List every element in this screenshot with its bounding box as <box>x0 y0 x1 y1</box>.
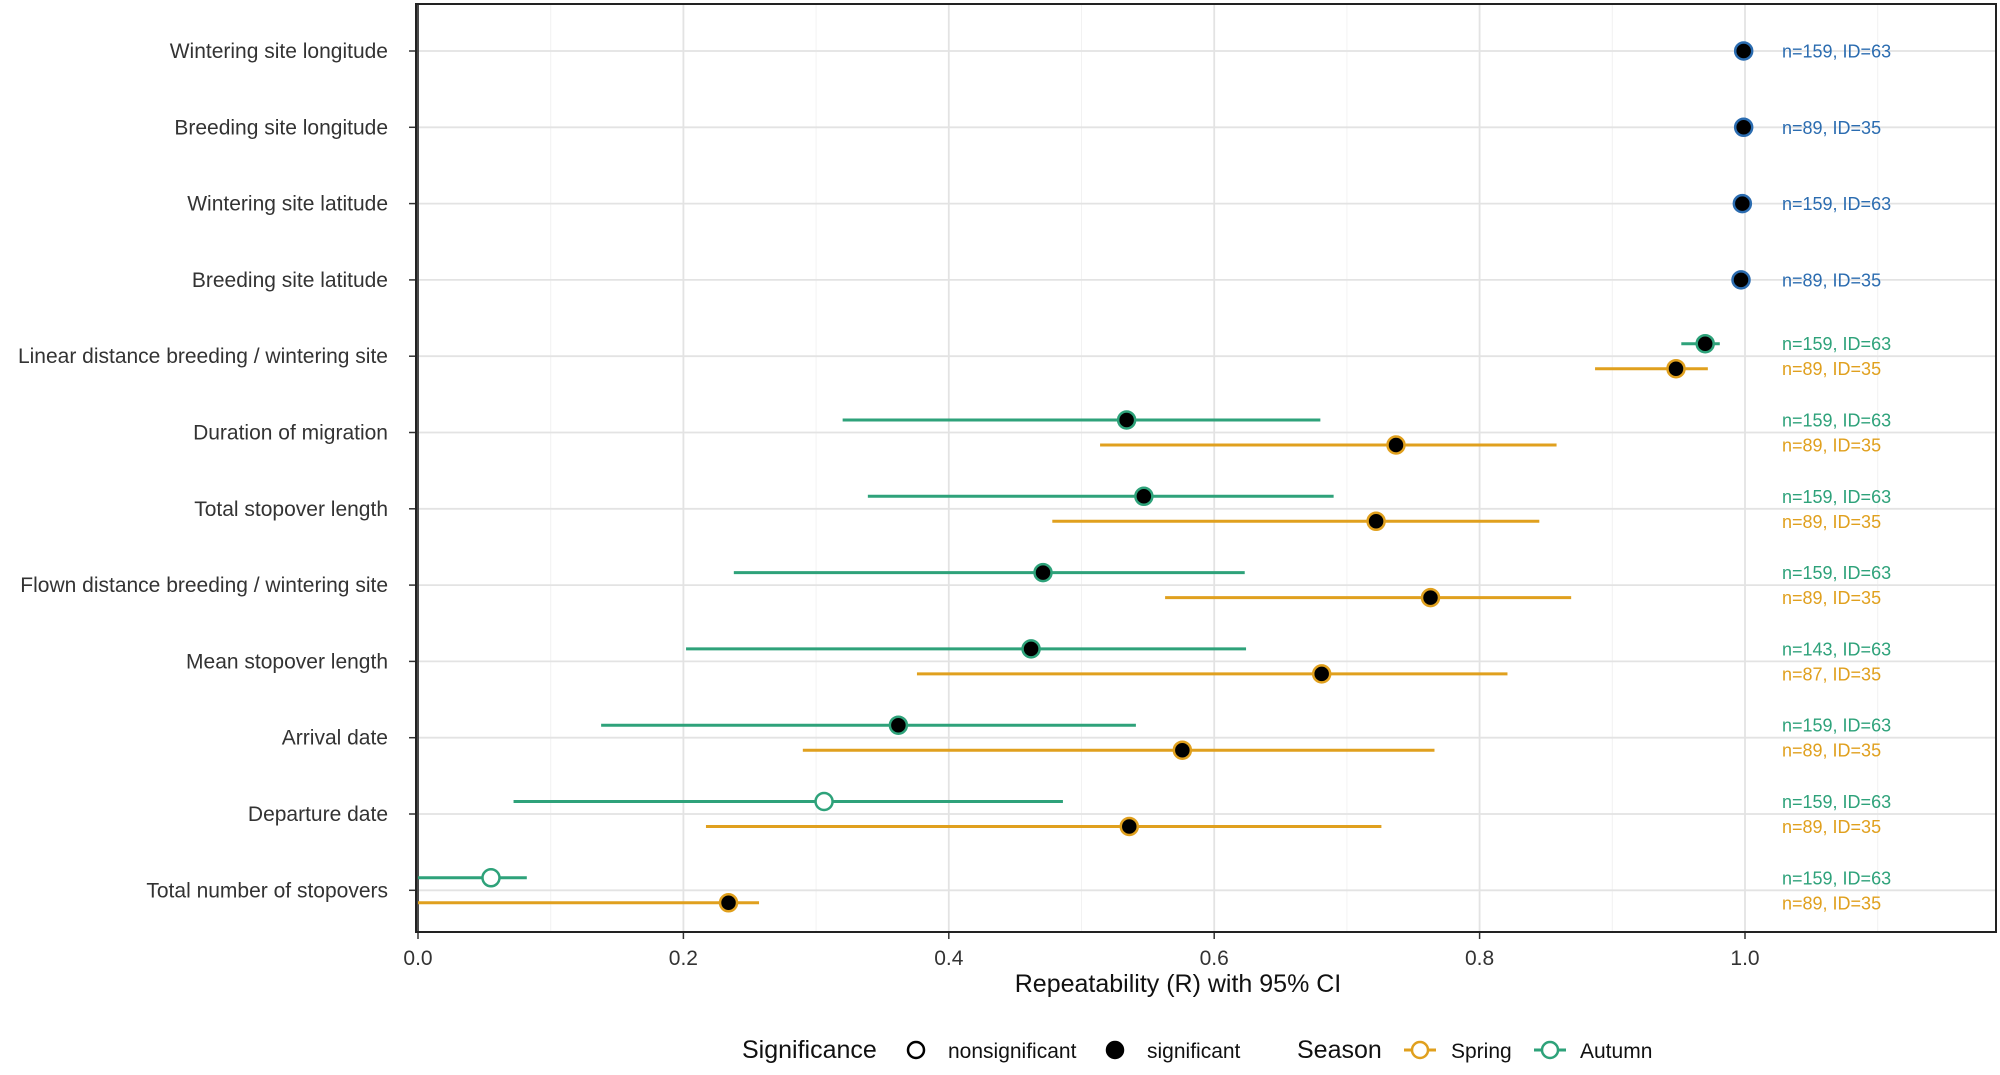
sample-label-flown-distance-breeding-wintering-site-spring: n=89, ID=35 <box>1782 588 1881 608</box>
legend-title-season: Season <box>1297 1036 1382 1064</box>
point-total-stopover-length-spring <box>1366 511 1386 532</box>
point-flown-distance-breeding-wintering-site-spring <box>1420 587 1441 608</box>
y-axis: Wintering site longitude Breeding site lo… <box>18 40 416 902</box>
x-tick-label: 0.0 <box>403 947 432 970</box>
sample-label-breeding-site-latitude-site: n=89, ID=35 <box>1782 270 1881 290</box>
x-axis: 0.0 0.2 0.4 0.6 0.8 1.0 <box>403 932 1760 970</box>
point-linear-distance-breeding-wintering-site-autumn <box>1695 333 1715 354</box>
sample-label-wintering-site-latitude-site: n=159, ID=63 <box>1782 194 1891 214</box>
sample-label-flown-distance-breeding-wintering-site-autumn: n=159, ID=63 <box>1782 563 1891 583</box>
sample-label-mean-stopover-length-spring: n=87, ID=35 <box>1782 664 1881 684</box>
sample-label-total-number-of-stopovers-spring: n=89, ID=35 <box>1782 893 1881 913</box>
legend: Significance nonsignificant significant Sea… <box>742 1036 1652 1064</box>
point-linear-distance-breeding-wintering-site-spring <box>1666 358 1686 379</box>
y-tick-label-total-stopover-length: Total stopover length <box>194 498 388 521</box>
y-tick-label-total-number-of-stopovers: Total number of stopovers <box>146 879 388 902</box>
x-axis-title: Repeatability (R) with 95% CI <box>1015 970 1342 998</box>
legend-key-significant <box>1105 1040 1125 1060</box>
sample-label-linear-distance-breeding-wintering-site-spring: n=89, ID=35 <box>1782 359 1881 379</box>
sample-label-duration-of-migration-autumn: n=159, ID=63 <box>1782 411 1891 431</box>
point-breeding-site-longitude-site <box>1733 117 1754 138</box>
legend-key-autumn <box>1540 1040 1560 1060</box>
y-tick-label-mean-stopover-length: Mean stopover length <box>186 650 388 673</box>
sample-label-departure-date-spring: n=89, ID=35 <box>1782 817 1881 837</box>
legend-label-nonsignificant: nonsignificant <box>948 1040 1077 1063</box>
point-breeding-site-latitude-site <box>1731 270 1751 290</box>
legend-label-significant: significant <box>1147 1040 1241 1063</box>
point-departure-date-autumn <box>814 791 834 812</box>
point-arrival-date-spring <box>1172 740 1193 760</box>
point-wintering-site-latitude-site <box>1732 193 1753 214</box>
legend-key-nonsignificant <box>906 1040 926 1060</box>
grid <box>416 4 1996 932</box>
point-total-number-of-stopovers-autumn <box>481 868 501 888</box>
y-tick-label-breeding-site-longitude: Breeding site longitude <box>174 116 388 139</box>
x-tick-label: 0.6 <box>1200 947 1229 970</box>
x-tick-label: 1.0 <box>1730 947 1759 970</box>
sample-label-total-stopover-length-spring: n=89, ID=35 <box>1782 512 1881 532</box>
sample-label-arrival-date-autumn: n=159, ID=63 <box>1782 716 1891 736</box>
point-wintering-site-longitude-site <box>1733 41 1754 61</box>
y-tick-label-wintering-site-longitude: Wintering site longitude <box>170 40 388 63</box>
point-duration-of-migration-autumn <box>1116 410 1137 430</box>
plot-panel <box>416 4 1996 932</box>
legend-label-spring: Spring <box>1451 1040 1512 1063</box>
y-tick-label-duration-of-migration: Duration of migration <box>193 422 388 445</box>
point-total-stopover-length-autumn <box>1134 486 1154 507</box>
sample-label-arrival-date-spring: n=89, ID=35 <box>1782 741 1881 761</box>
legend-title-significance: Significance <box>742 1036 877 1064</box>
sample-label-mean-stopover-length-autumn: n=143, ID=63 <box>1782 639 1891 659</box>
y-tick-label-linear-distance-breeding-wintering-site: Linear distance breeding / wintering sit… <box>18 345 388 368</box>
x-tick-label: 0.4 <box>934 947 964 970</box>
data-marks <box>418 41 1754 913</box>
sample-label-total-number-of-stopovers-autumn: n=159, ID=63 <box>1782 868 1891 888</box>
sample-label-linear-distance-breeding-wintering-site-autumn: n=159, ID=63 <box>1782 334 1891 354</box>
y-tick-label-departure-date: Departure date <box>248 803 388 826</box>
sample-size-labels: n=159, ID=63 n=89, ID=35 n=159, ID=63 n=89,… <box>1782 42 1891 914</box>
legend-key-spring <box>1410 1040 1430 1060</box>
x-tick-label: 0.2 <box>669 947 698 970</box>
point-total-number-of-stopovers-spring <box>718 893 739 913</box>
point-flown-distance-breeding-wintering-site-autumn <box>1033 562 1053 583</box>
sample-label-breeding-site-longitude-site: n=89, ID=35 <box>1782 118 1881 138</box>
y-tick-label-arrival-date: Arrival date <box>282 727 388 750</box>
point-arrival-date-autumn <box>888 715 909 735</box>
point-mean-stopover-length-spring <box>1311 664 1332 684</box>
sample-label-total-stopover-length-autumn: n=159, ID=63 <box>1782 487 1891 507</box>
y-tick-label-flown-distance-breeding-wintering-site: Flown distance breeding / wintering site <box>20 574 388 597</box>
sample-label-duration-of-migration-spring: n=89, ID=35 <box>1782 436 1881 456</box>
point-duration-of-migration-spring <box>1386 435 1406 455</box>
sample-label-departure-date-autumn: n=159, ID=63 <box>1782 792 1891 812</box>
y-tick-label-breeding-site-latitude: Breeding site latitude <box>192 269 388 292</box>
x-tick-label: 0.8 <box>1465 947 1494 970</box>
y-tick-label-wintering-site-latitude: Wintering site latitude <box>187 193 388 216</box>
legend-label-autumn: Autumn <box>1580 1040 1652 1063</box>
point-mean-stopover-length-autumn <box>1021 639 1041 659</box>
sample-label-wintering-site-longitude-site: n=159, ID=63 <box>1782 42 1891 62</box>
point-departure-date-spring <box>1119 816 1140 837</box>
panel-border <box>415 3 1997 933</box>
